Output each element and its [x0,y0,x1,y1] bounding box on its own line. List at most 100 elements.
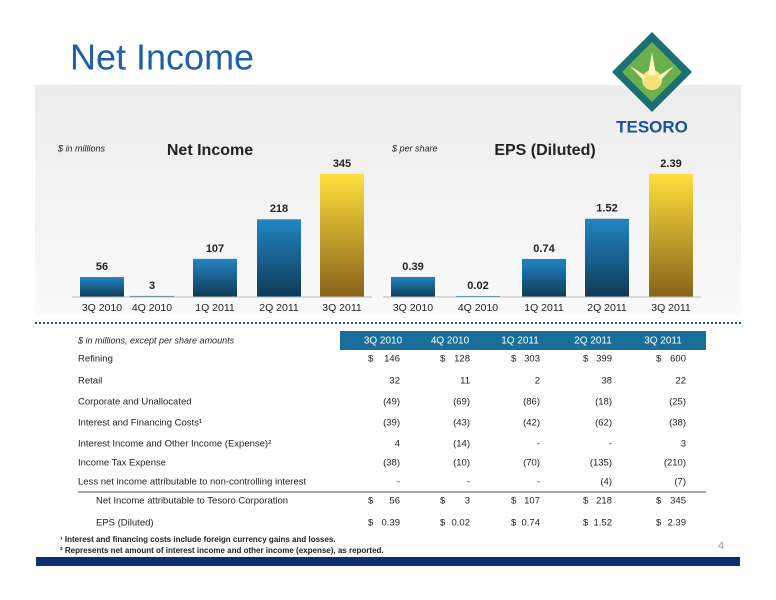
cell: 2.39 [668,518,687,529]
currency-sign: $ [368,354,374,365]
row-label: Income Tax Expense [78,458,166,469]
currency-sign: $ [583,518,589,529]
logo-text: TESORO [616,117,688,136]
cell: (10) [453,458,470,469]
value-label: 0.02 [467,280,488,292]
cell: (18) [595,397,612,408]
column-header: 4Q 2010 [431,336,470,347]
cell: (210) [664,458,686,469]
cell: (62) [595,418,612,429]
chart-title: Net Income [167,142,253,159]
currency-sign: $ [511,354,517,365]
row-label: Interest and Financing Costs¹ [78,418,202,429]
currency-sign: $ [368,496,374,507]
value-label: 3 [149,280,155,292]
x-tick-label: 3Q 2011 [322,302,362,314]
chart-title: EPS (Diluted) [494,142,595,159]
cell: 22 [675,376,686,387]
cell: (7) [674,477,686,488]
row-label: Corporate and Unallocated [78,397,192,408]
page-number: 4 [718,540,724,552]
cell: - [537,477,540,488]
row-label: Retail [78,376,102,387]
bar [80,277,124,297]
cell: 3 [465,496,470,507]
cell: 32 [389,376,400,387]
x-tick-label: 3Q 2010 [82,302,122,314]
x-tick-label: 2Q 2011 [259,302,299,314]
currency-sign: $ [656,518,662,529]
footnote: ² Represents net amount of interest inco… [60,546,384,555]
cell: 38 [601,376,612,387]
x-tick-label: 2Q 2011 [587,302,627,314]
currency-sign: $ [656,354,662,365]
cell: 2 [535,376,540,387]
cell: - [467,477,470,488]
x-tick-label: 3Q 2011 [651,302,691,314]
currency-sign: $ [583,496,589,507]
value-label: 218 [270,203,288,215]
footnote: ¹ Interest and financing costs include f… [60,535,336,544]
bar [391,276,435,297]
value-label: 56 [96,261,108,273]
currency-sign: $ [511,496,517,507]
cell: (49) [383,397,400,408]
column-header: 3Q 2010 [364,336,403,347]
cell: (4) [600,477,612,488]
column-header: 1Q 2011 [501,336,539,347]
x-tick-label: 4Q 2010 [132,302,172,314]
row-label: Net Income attributable to Tesoro Corpor… [96,496,288,507]
bar [585,218,629,297]
x-tick-label: 1Q 2011 [524,302,564,314]
row-label: Refining [78,354,113,365]
bar [130,295,174,297]
cell: 218 [596,496,612,507]
cell: 399 [596,354,612,365]
cell: 600 [670,354,686,365]
bar [193,258,237,297]
cell: (38) [669,418,686,429]
currency-sign: $ [368,518,374,529]
value-label: 1.52 [596,203,617,215]
cell: 303 [524,354,540,365]
cell: 1.52 [594,518,613,529]
cell: (25) [669,397,686,408]
logo [612,32,692,112]
cell: (14) [453,439,470,450]
cell: (70) [523,458,540,469]
column-header: 2Q 2011 [574,336,612,347]
x-tick-label: 3Q 2010 [393,302,433,314]
cell: (39) [383,418,400,429]
x-tick-label: 1Q 2011 [195,302,235,314]
cell: 3 [681,439,686,450]
bar [320,174,364,297]
bar [649,174,693,297]
table-header [340,331,706,350]
row-label: EPS (Diluted) [96,518,154,529]
cell: 4 [395,439,400,450]
cell: 128 [454,354,470,365]
bar [456,295,500,297]
row-label: Less net income attributable to non-cont… [78,477,306,488]
cell: (42) [523,418,540,429]
cell: (135) [590,458,612,469]
value-label: 345 [333,158,351,170]
cell: 11 [460,376,470,387]
table-caption: $ in millions, except per share amounts [77,335,235,345]
currency-sign: $ [440,518,446,529]
cell: 107 [524,496,540,507]
cell: - [397,477,400,488]
column-header: 3Q 2011 [644,336,682,347]
row-label: Interest Income and Other Income (Expens… [78,439,271,450]
cell: 146 [384,354,400,365]
cell: (86) [523,397,540,408]
cell: 0.74 [522,518,541,529]
bar [522,258,566,297]
cell: (43) [453,418,470,429]
cell: 0.39 [382,518,401,529]
value-label: 0.74 [533,243,555,255]
cell: 345 [670,496,686,507]
cell: 56 [389,496,400,507]
currency-sign: $ [440,496,446,507]
cell: - [537,439,540,450]
